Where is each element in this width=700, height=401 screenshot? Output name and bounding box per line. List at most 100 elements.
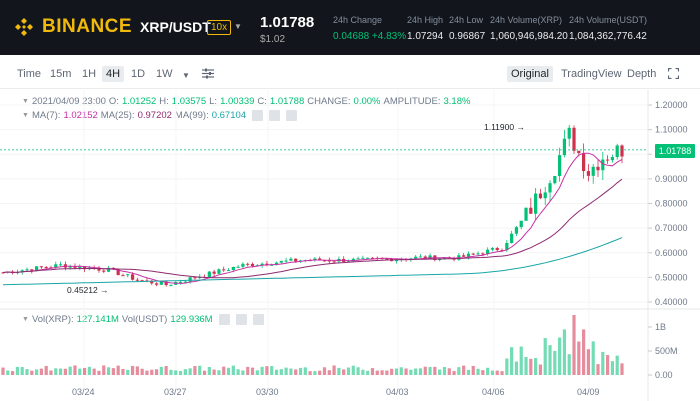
candle-body bbox=[265, 263, 269, 266]
candle-body bbox=[327, 260, 331, 262]
volume-bar bbox=[615, 355, 619, 375]
candle-body bbox=[54, 264, 58, 268]
volume-bar bbox=[193, 366, 197, 375]
trading-pair[interactable]: XRP/USDT bbox=[140, 19, 211, 35]
volume-bar bbox=[610, 361, 615, 375]
candle-body bbox=[246, 263, 250, 265]
volume-bar bbox=[15, 366, 19, 375]
volume-bar bbox=[25, 369, 29, 375]
ohlc-date: 2021/04/09 23:00 bbox=[31, 96, 106, 107]
timeframe-1w[interactable]: 1W bbox=[156, 68, 173, 80]
view-original[interactable]: Original bbox=[507, 66, 553, 82]
volume-bar bbox=[97, 370, 101, 375]
stat-label: 24h High bbox=[407, 15, 444, 25]
candle-body bbox=[68, 266, 72, 268]
candle-body bbox=[73, 266, 77, 268]
ma99-line bbox=[2, 237, 623, 286]
price-axis-label: 0.40000 bbox=[655, 297, 688, 307]
stat-value: 0.04688 +4.83% bbox=[333, 31, 407, 42]
timeframe-time[interactable]: Time bbox=[17, 68, 42, 80]
collapse-caret-icon[interactable]: ▼ bbox=[22, 112, 29, 119]
volume-bar bbox=[150, 369, 154, 375]
vol-usdt-value: 129.936M bbox=[170, 314, 213, 325]
candle-body bbox=[543, 192, 547, 199]
volume-bar bbox=[188, 368, 192, 375]
ma25-line bbox=[2, 178, 623, 279]
candlestick-chart[interactable]: 1.200001.100001.000000.900000.800000.700… bbox=[0, 90, 700, 401]
more-timeframes-icon[interactable]: ▼ bbox=[182, 71, 190, 80]
candle-body bbox=[558, 155, 562, 176]
candle-body bbox=[471, 253, 475, 255]
volume-bar bbox=[82, 367, 87, 375]
volume-bar bbox=[284, 367, 288, 375]
timeframe-1h[interactable]: 1H bbox=[82, 68, 97, 80]
ma25-label: MA(25): bbox=[100, 110, 135, 121]
candle-body bbox=[601, 159, 605, 171]
view-depth[interactable]: Depth bbox=[627, 68, 657, 80]
toolbar-divider bbox=[0, 88, 700, 89]
candle-body bbox=[188, 277, 192, 282]
volume-bar bbox=[361, 369, 365, 375]
volume-bar bbox=[294, 369, 298, 375]
stat-label: 24h Low bbox=[449, 15, 484, 25]
volume-bar bbox=[322, 367, 327, 375]
volume-bar bbox=[356, 367, 360, 375]
brand-logo[interactable]: BINANCE bbox=[12, 15, 132, 39]
timeframe-4h[interactable]: 4H bbox=[102, 66, 125, 82]
volume-bar bbox=[20, 367, 24, 375]
candle-body bbox=[154, 283, 159, 285]
close-value: 1.01788 bbox=[269, 96, 305, 107]
high-marker-label: 1.11900 → bbox=[484, 122, 525, 132]
volume-bar bbox=[106, 367, 111, 375]
timeframe-1d[interactable]: 1D bbox=[131, 68, 146, 80]
volume-bar bbox=[313, 371, 317, 375]
candle-body bbox=[1, 272, 5, 274]
timeframe-15m[interactable]: 15m bbox=[50, 68, 72, 80]
candle-body bbox=[385, 258, 389, 260]
remove-indicator-icon[interactable] bbox=[286, 110, 298, 121]
volume-bar bbox=[308, 371, 312, 375]
volume-bar bbox=[78, 368, 82, 375]
candle-body bbox=[25, 269, 29, 271]
volume-bar bbox=[558, 337, 562, 375]
volume-bar bbox=[586, 349, 591, 375]
stat-value: 1,060,946,984.20 bbox=[490, 31, 568, 42]
date-axis-label: 04/09 bbox=[577, 387, 600, 397]
indicator-settings-icon[interactable] bbox=[269, 110, 281, 121]
volume-bar bbox=[198, 365, 202, 375]
view-tradingview[interactable]: TradingView bbox=[561, 68, 622, 80]
collapse-caret-icon[interactable]: ▼ bbox=[22, 98, 29, 105]
volume-bar bbox=[486, 367, 490, 375]
candle-body bbox=[538, 193, 543, 199]
ma25-value: 0.97202 bbox=[137, 110, 172, 121]
stat-value: 1.07294 bbox=[407, 31, 444, 42]
open-label: O: bbox=[108, 96, 119, 107]
candle-body bbox=[289, 258, 293, 261]
indicator-settings-icon[interactable] bbox=[235, 314, 247, 325]
vol-xrp-value: 127.141M bbox=[76, 314, 119, 325]
pair-dropdown-icon[interactable]: ▼ bbox=[234, 22, 242, 31]
volume-bar bbox=[289, 368, 293, 375]
candle-body bbox=[58, 264, 63, 266]
volume-bar bbox=[226, 367, 231, 375]
volume-bar bbox=[54, 368, 58, 375]
volume-bar bbox=[241, 370, 245, 375]
hide-indicator-icon[interactable] bbox=[252, 110, 264, 121]
fullscreen-icon[interactable] bbox=[664, 66, 683, 84]
volume-bar bbox=[572, 315, 576, 375]
volume-bar bbox=[126, 369, 130, 375]
indicator-settings-icon[interactable] bbox=[198, 66, 218, 84]
candle-body bbox=[356, 258, 360, 260]
volume-bar bbox=[236, 369, 240, 375]
volume-bar bbox=[327, 370, 331, 375]
volume-bar bbox=[505, 358, 509, 375]
price-axis-label: 0.80000 bbox=[655, 199, 688, 209]
candle-body bbox=[236, 266, 240, 268]
hide-indicator-icon[interactable] bbox=[218, 314, 230, 325]
close-label: C: bbox=[257, 96, 267, 107]
collapse-caret-icon[interactable]: ▼ bbox=[22, 316, 29, 323]
volume-legend: ▼ Vol(XRP): 127.141M Vol(USDT) 129.936M bbox=[22, 314, 267, 325]
remove-indicator-icon[interactable] bbox=[252, 314, 264, 325]
stat-24h-volume-xrp: 24h Volume(XRP) 1,060,946,984.20 bbox=[490, 15, 568, 42]
candle-body bbox=[226, 270, 231, 272]
